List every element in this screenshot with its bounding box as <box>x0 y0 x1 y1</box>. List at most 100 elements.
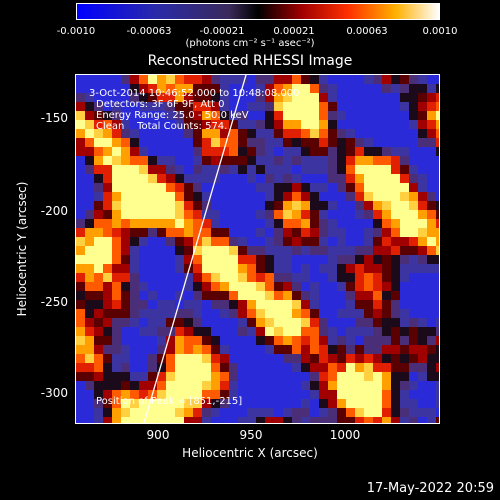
image-pixel <box>355 354 364 363</box>
image-pixel <box>283 219 292 228</box>
image-pixel <box>283 165 292 174</box>
image-pixel <box>292 354 301 363</box>
image-pixel <box>85 282 94 291</box>
image-pixel <box>175 93 184 102</box>
image-pixel <box>193 120 202 129</box>
image-pixel <box>130 273 139 282</box>
image-pixel <box>409 192 418 201</box>
image-pixel <box>436 363 439 372</box>
image-pixel <box>274 120 283 129</box>
image-pixel <box>130 309 139 318</box>
image-pixel <box>103 228 112 237</box>
image-pixel <box>346 417 355 423</box>
image-pixel <box>94 354 103 363</box>
image-pixel <box>76 354 85 363</box>
image-pixel <box>184 354 193 363</box>
image-pixel <box>328 165 337 174</box>
image-pixel <box>184 255 193 264</box>
image-pixel <box>400 390 409 399</box>
image-pixel <box>337 111 346 120</box>
image-pixel <box>238 309 247 318</box>
image-pixel <box>400 111 409 120</box>
image-pixel <box>355 111 364 120</box>
image-pixel <box>346 264 355 273</box>
image-pixel <box>112 192 121 201</box>
image-pixel <box>382 399 391 408</box>
image-pixel <box>238 210 247 219</box>
image-pixel <box>112 201 121 210</box>
image-pixel <box>139 120 148 129</box>
image-pixel <box>274 345 283 354</box>
image-pixel <box>112 111 121 120</box>
image-pixel <box>139 219 148 228</box>
image-pixel <box>112 246 121 255</box>
image-pixel <box>418 147 427 156</box>
image-pixel <box>427 318 436 327</box>
image-pixel <box>76 84 85 93</box>
image-pixel <box>148 327 157 336</box>
image-pixel <box>427 84 436 93</box>
image-pixel <box>274 84 283 93</box>
image-pixel <box>265 102 274 111</box>
image-pixel <box>121 201 130 210</box>
image-pixel <box>229 291 238 300</box>
image-pixel <box>166 156 175 165</box>
image-pixel <box>175 273 184 282</box>
image-pixel <box>292 174 301 183</box>
image-pixel <box>328 111 337 120</box>
image-pixel <box>139 363 148 372</box>
image-pixel <box>346 336 355 345</box>
image-pixel <box>184 327 193 336</box>
image-pixel <box>292 183 301 192</box>
image-pixel <box>238 354 247 363</box>
image-pixel <box>103 309 112 318</box>
image-pixel <box>436 354 439 363</box>
image-pixel <box>85 390 94 399</box>
image-pixel <box>409 156 418 165</box>
image-pixel <box>76 228 85 237</box>
image-pixel <box>355 390 364 399</box>
image-pixel <box>301 318 310 327</box>
image-pixel <box>193 102 202 111</box>
image-pixel <box>94 318 103 327</box>
image-pixel <box>328 273 337 282</box>
image-pixel <box>175 318 184 327</box>
image-pixel <box>274 291 283 300</box>
image-pixel <box>139 354 148 363</box>
image-pixel <box>193 408 202 417</box>
image-pixel <box>364 174 373 183</box>
image-pixel <box>229 174 238 183</box>
image-pixel <box>265 138 274 147</box>
image-pixel <box>265 345 274 354</box>
image-pixel <box>418 228 427 237</box>
image-pixel <box>94 309 103 318</box>
image-pixel <box>229 282 238 291</box>
image-pixel <box>211 327 220 336</box>
image-pixel <box>355 228 364 237</box>
image-pixel <box>418 354 427 363</box>
image-pixel <box>112 399 121 408</box>
image-pixel <box>112 345 121 354</box>
image-pixel <box>355 156 364 165</box>
image-pixel <box>94 399 103 408</box>
image-pixel <box>157 282 166 291</box>
image-pixel <box>157 345 166 354</box>
image-pixel <box>256 183 265 192</box>
image-pixel <box>346 282 355 291</box>
image-pixel <box>400 147 409 156</box>
y-tick-label: -200 <box>40 204 68 218</box>
image-pixel <box>112 417 121 423</box>
image-pixel <box>301 381 310 390</box>
image-pixel <box>112 336 121 345</box>
image-pixel <box>121 129 130 138</box>
image-pixel <box>139 318 148 327</box>
image-pixel <box>427 201 436 210</box>
image-pixel <box>310 93 319 102</box>
image-pixel <box>166 309 175 318</box>
image-pixel <box>436 408 439 417</box>
image-pixel <box>436 174 439 183</box>
image-pixel <box>301 210 310 219</box>
image-pixel <box>409 138 418 147</box>
image-pixel <box>220 372 229 381</box>
image-pixel <box>211 129 220 138</box>
